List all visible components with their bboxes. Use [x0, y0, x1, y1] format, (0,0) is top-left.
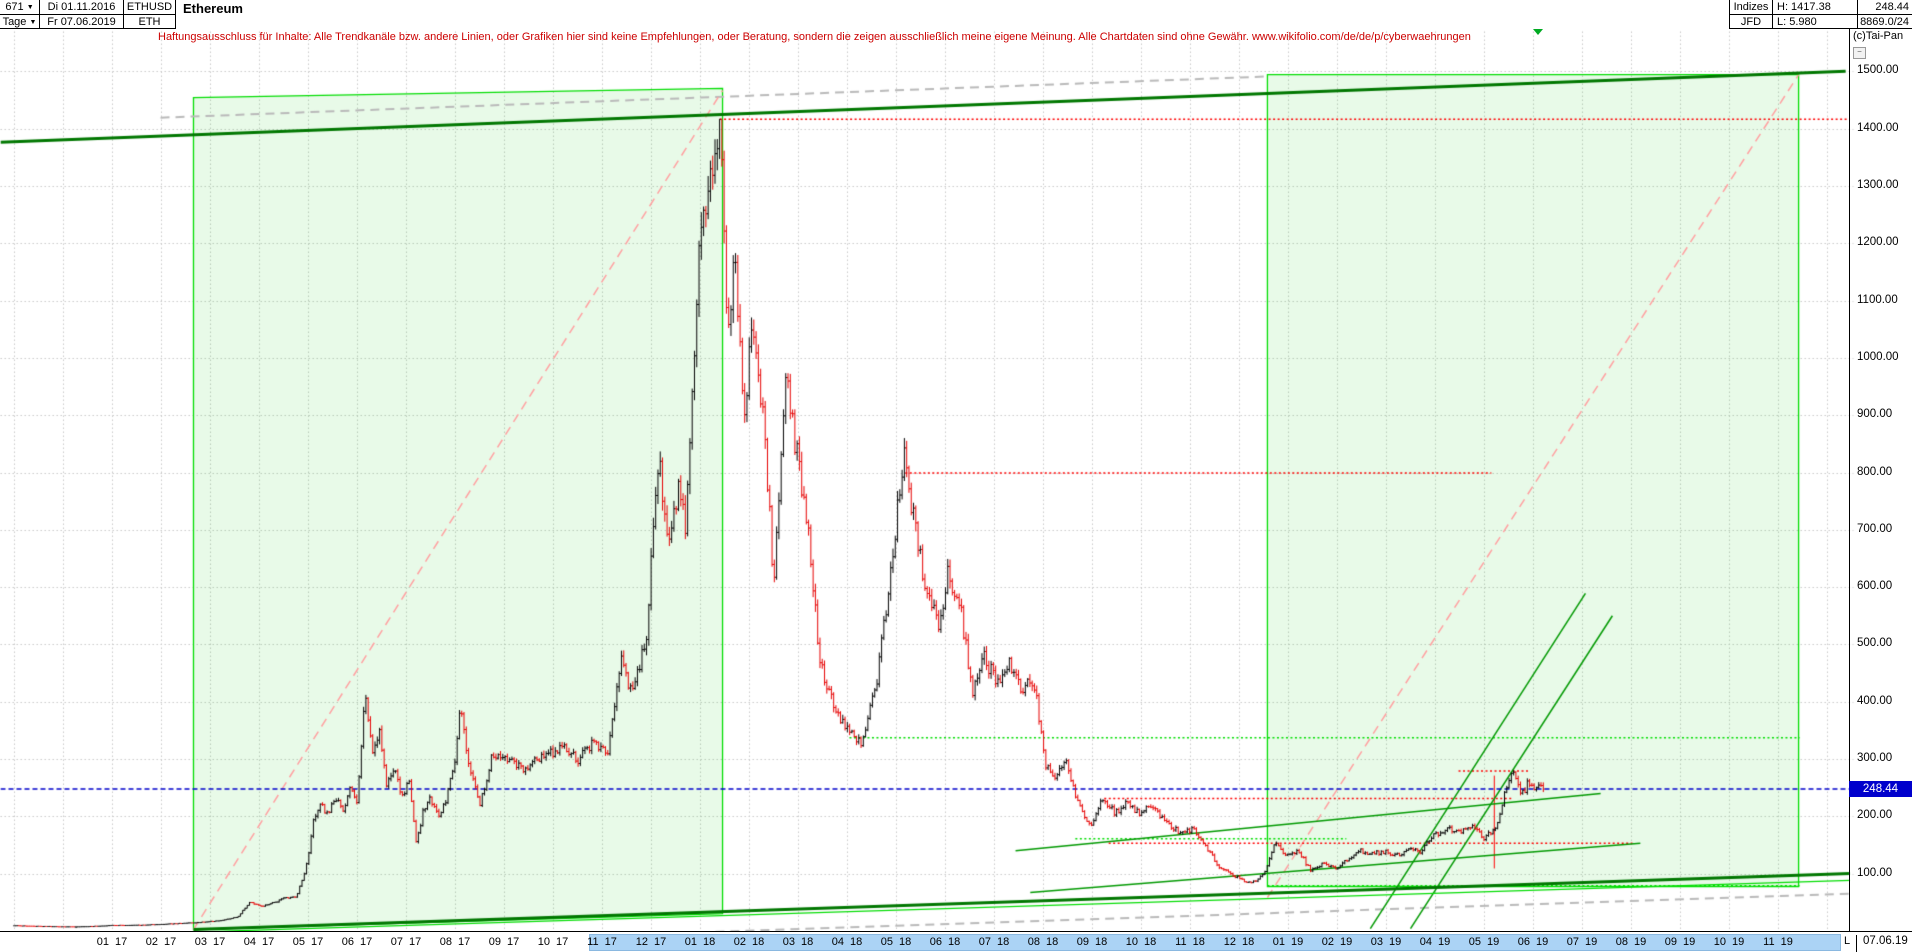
- x-axis-label: 12 18: [1223, 936, 1255, 948]
- high-value: H: 1417.38: [1772, 0, 1857, 15]
- x-axis-label: 03 19: [1370, 936, 1402, 948]
- x-axis-label: 09 19: [1664, 936, 1696, 948]
- start-date: Di 01.11.2016: [40, 0, 124, 15]
- x-axis-label: 01 19: [1272, 936, 1304, 948]
- x-axis-label: 06 17: [341, 936, 373, 948]
- last-price-badge: 248.44: [1849, 781, 1912, 797]
- date-range-highlight[interactable]: [589, 934, 1841, 951]
- low-value: L: 5.980: [1772, 15, 1857, 29]
- y-axis-label: 100.00: [1857, 866, 1893, 879]
- x-axis-label: 01 18: [684, 936, 716, 948]
- x-axis-label: 11 19: [1763, 936, 1793, 948]
- x-axis-label: 06 18: [929, 936, 961, 948]
- x-axis-label: 06 19: [1517, 936, 1549, 948]
- x-axis: 01 17 02 17 03 17 04 17 05 17 06 17 07 17 08 17 09 17 10 17…: [0, 931, 1912, 952]
- y-axis-label: 1000.00: [1857, 350, 1899, 363]
- x-axis-label: 11 18: [1175, 936, 1205, 948]
- x-axis-label: 05 19: [1468, 936, 1500, 948]
- x-axis-label: 05 17: [292, 936, 324, 948]
- last-price-header: 248.44: [1857, 0, 1912, 15]
- y-axis-label: 300.00: [1857, 752, 1893, 765]
- y-axis-label: 900.00: [1857, 408, 1893, 421]
- volume-value: 8869.0/24: [1857, 15, 1912, 29]
- l-marker: L: [1844, 935, 1851, 947]
- copyright-label: (c)Tai-Pan: [1849, 30, 1911, 45]
- x-axis-label: 11 17: [587, 936, 617, 948]
- y-axis-label: 500.00: [1857, 637, 1893, 650]
- x-axis-label: 04 19: [1419, 936, 1451, 948]
- y-axis-label: 1300.00: [1857, 178, 1899, 191]
- indizes-label: Indizes: [1729, 0, 1772, 15]
- y-axis-label: 1400.00: [1857, 121, 1899, 134]
- bars-count-value: 671: [5, 1, 24, 13]
- disclaimer-text: Haftungsausschluss für Inhalte: Alle Tre…: [158, 31, 1471, 43]
- green-marker-icon: [1533, 29, 1543, 35]
- x-axis-label: 10 19: [1713, 936, 1745, 948]
- period-dropdown[interactable]: Tage ▼: [0, 15, 40, 29]
- x-axis-label: 02 19: [1321, 936, 1353, 948]
- x-axis-label: 09 17: [488, 936, 520, 948]
- x-axis-label: 04 17: [243, 936, 275, 948]
- bars-count-dropdown[interactable]: 671 ▼: [0, 0, 40, 15]
- y-axis-label: 400.00: [1857, 694, 1893, 707]
- y-axis-border: [1849, 29, 1850, 931]
- y-axis-label: 800.00: [1857, 465, 1893, 478]
- x-axis-label: 08 18: [1027, 936, 1059, 948]
- chevron-down-icon: ▼: [29, 19, 37, 26]
- y-axis-label: 1200.00: [1857, 236, 1899, 249]
- x-axis-label: 02 17: [145, 936, 177, 948]
- end-date: Fr 07.06.2019: [40, 15, 124, 29]
- y-axis-label: 600.00: [1857, 580, 1893, 593]
- x-axis-label: 10 17: [537, 936, 569, 948]
- x-axis-label: 10 18: [1125, 936, 1157, 948]
- chevron-down-icon: ▼: [26, 4, 34, 11]
- y-axis-label: 700.00: [1857, 522, 1893, 535]
- x-axis-label: 08 19: [1615, 936, 1647, 948]
- period-value: Tage: [2, 16, 27, 28]
- x-axis-label: 01 17: [96, 936, 128, 948]
- x-axis-label: 08 17: [439, 936, 471, 948]
- y-axis-label: 200.00: [1857, 809, 1893, 822]
- feed-label: JFD: [1729, 15, 1772, 29]
- x-axis-label: 03 18: [782, 936, 814, 948]
- x-axis-label: 02 18: [733, 936, 765, 948]
- x-axis-label: 09 18: [1076, 936, 1108, 948]
- x-axis-label: 07 17: [390, 936, 422, 948]
- x-axis-label: 07 19: [1566, 936, 1598, 948]
- x-axis-label: 07 18: [978, 936, 1010, 948]
- x-axis-label: 04 18: [831, 936, 863, 948]
- collapse-icon[interactable]: −: [1853, 47, 1866, 59]
- symbol-label: ETHUSD: [124, 0, 176, 15]
- y-axis-label: 1500.00: [1857, 64, 1899, 77]
- x-axis-label: 05 18: [880, 936, 912, 948]
- x-axis-label: 12 17: [635, 936, 667, 948]
- cursor-date-label: 07.06.19: [1856, 935, 1908, 952]
- page-title: Ethereum: [183, 1, 243, 16]
- symbol-short-label: ETH: [124, 15, 176, 29]
- y-axis-label: 1100.00: [1857, 293, 1898, 306]
- x-axis-label: 03 17: [194, 936, 226, 948]
